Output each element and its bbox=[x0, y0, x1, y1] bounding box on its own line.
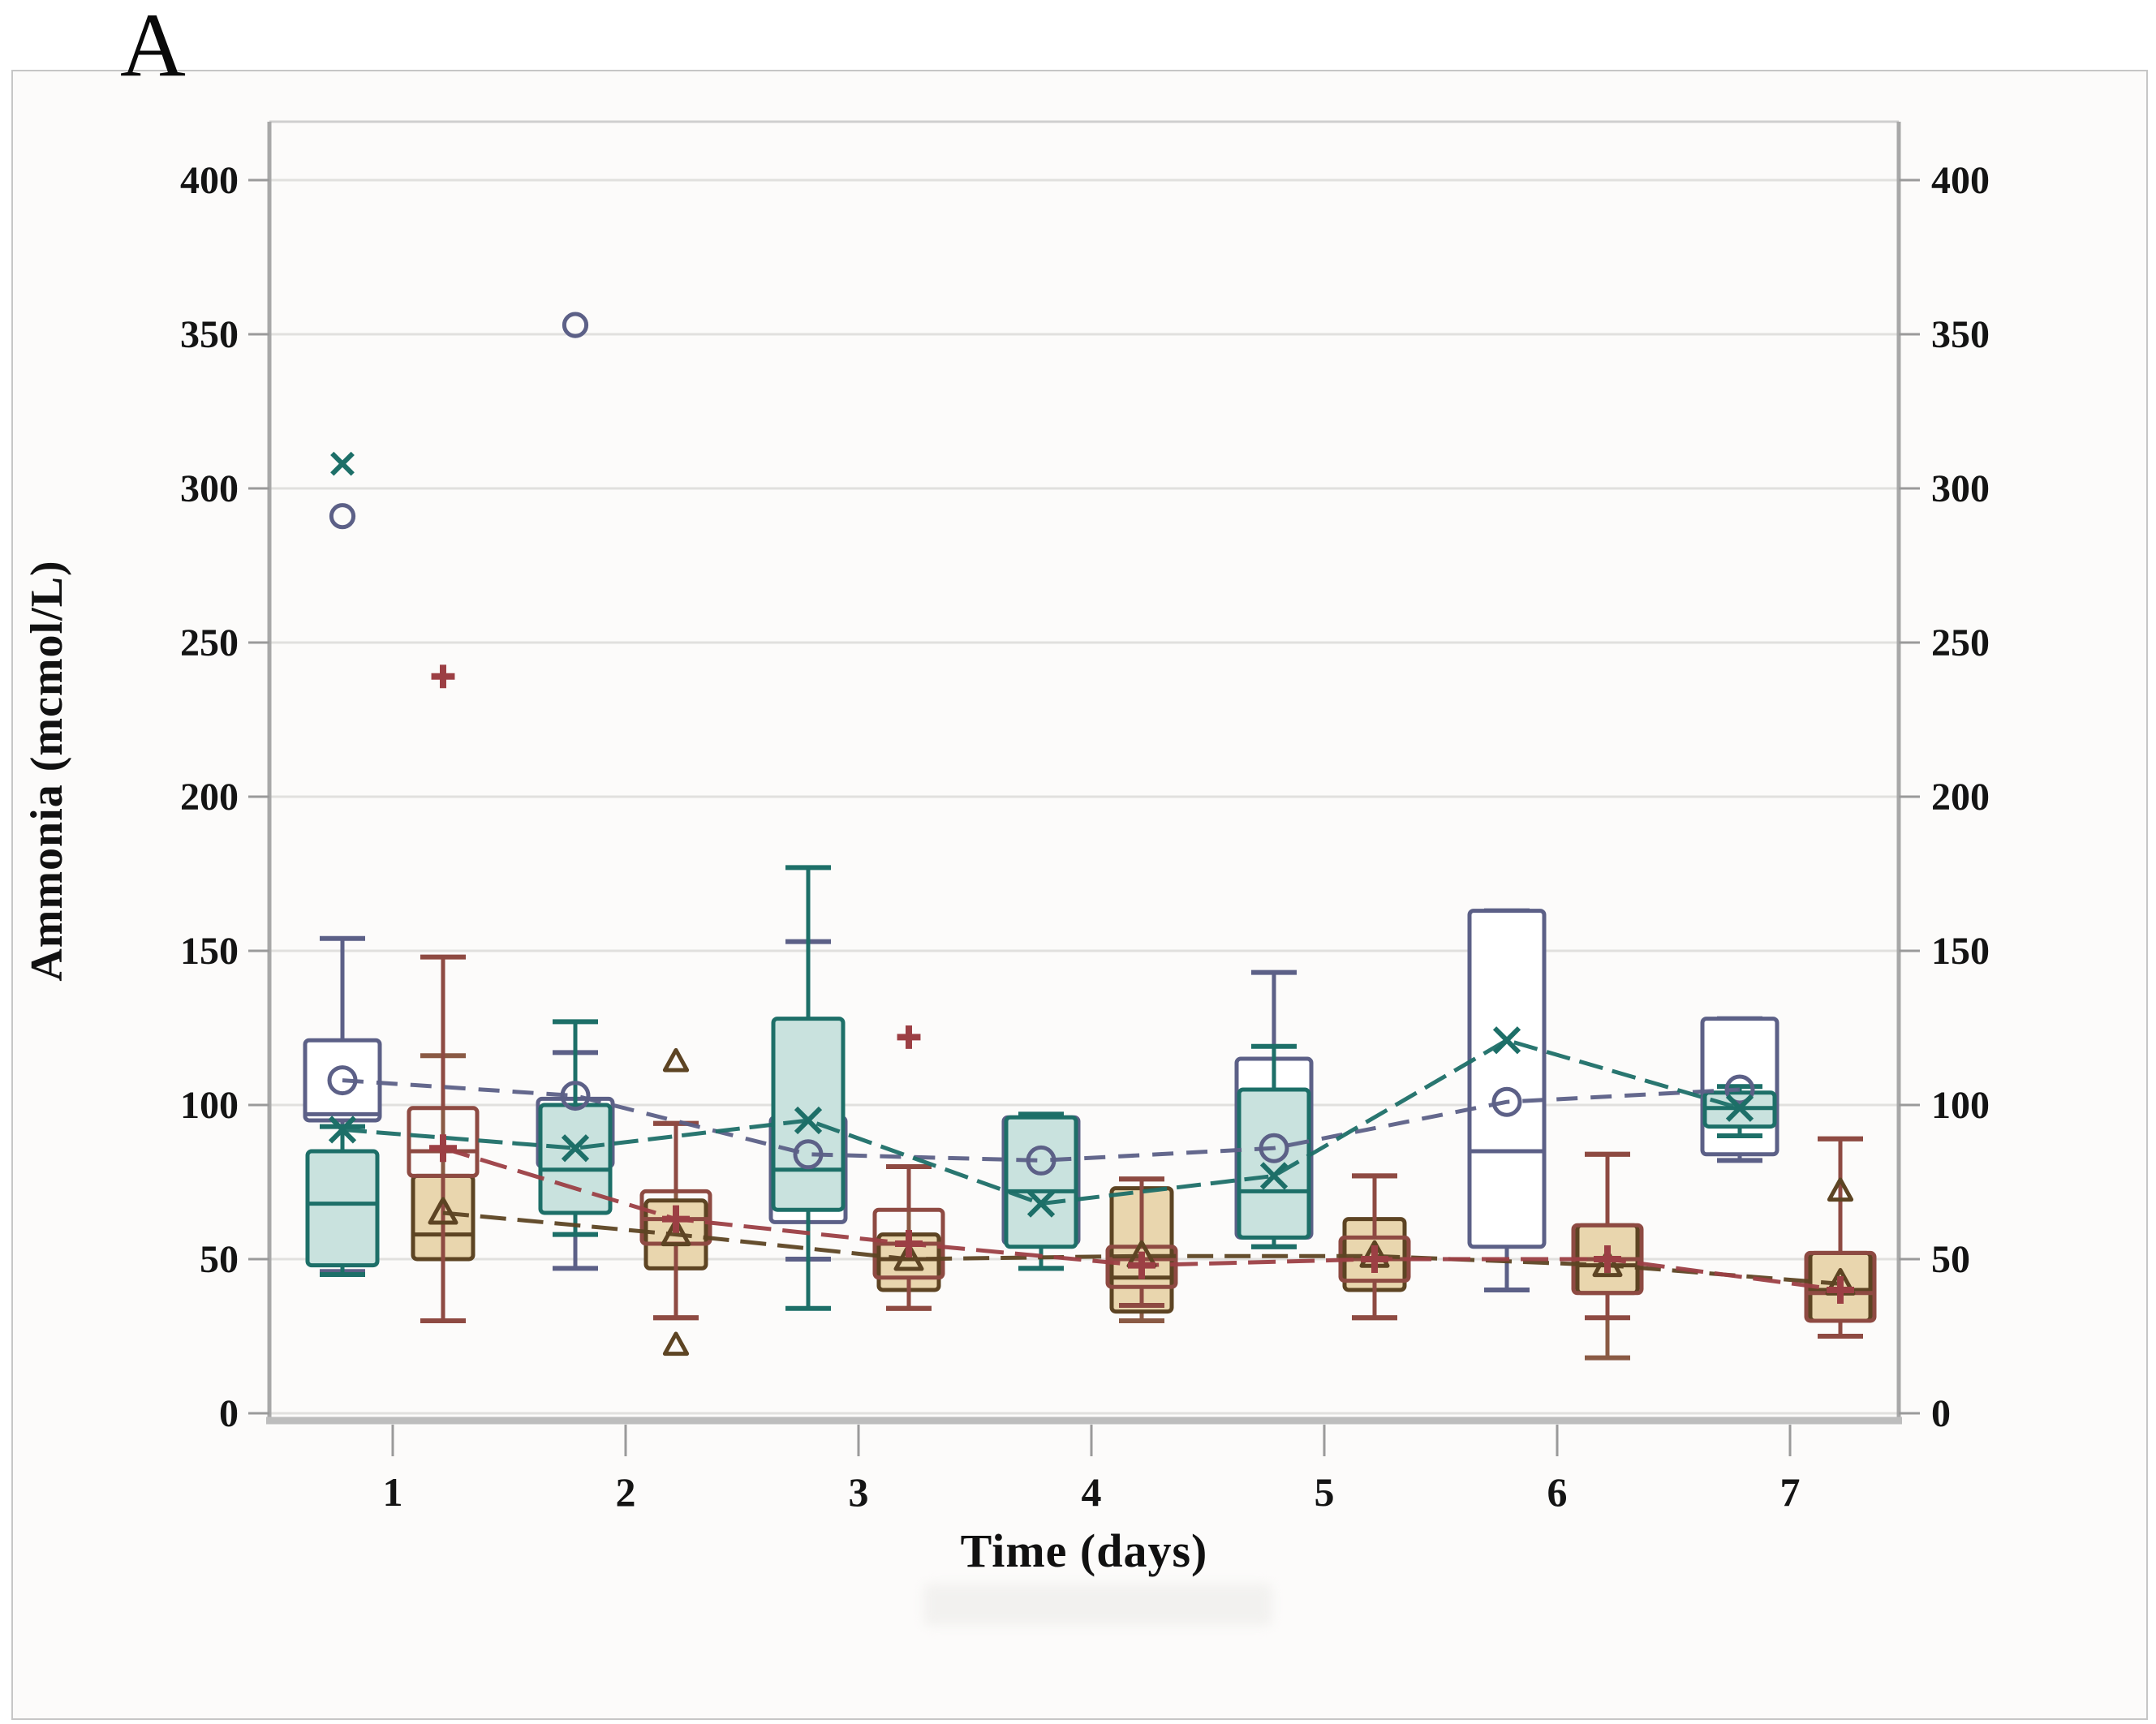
y-tick-label: 300 bbox=[180, 467, 239, 510]
group1-circle-mean-marker bbox=[1026, 1145, 1056, 1176]
group2-x-mean-marker bbox=[561, 1134, 590, 1163]
group1-circle-mean-marker bbox=[327, 1065, 358, 1096]
group1-circle-mean-marker bbox=[1259, 1133, 1289, 1163]
y-tick-label: 200 bbox=[180, 776, 239, 819]
faded-legend-smudge bbox=[923, 1584, 1272, 1626]
group2-x-box bbox=[305, 1149, 380, 1268]
group2-x-mean-marker bbox=[1492, 1026, 1521, 1055]
x-tick-label: 5 bbox=[1315, 1469, 1335, 1515]
y-tick-label-right: 300 bbox=[1931, 467, 1990, 510]
group2-x-outlier-marker bbox=[330, 451, 355, 476]
group1-circle-mean-line bbox=[342, 1078, 1741, 1163]
group2-x-box bbox=[1237, 1087, 1311, 1240]
x-tick-label: 6 bbox=[1547, 1469, 1568, 1515]
group2-x-mean-marker bbox=[1725, 1094, 1754, 1122]
group1-circle-outlier-marker bbox=[329, 503, 356, 530]
group2-x-box bbox=[538, 1103, 613, 1215]
y-tick-label-right: 400 bbox=[1931, 159, 1990, 202]
x-tick-label: 2 bbox=[616, 1469, 636, 1515]
group1-circle-mean-marker bbox=[1491, 1086, 1522, 1117]
group4-triangle-mean-marker bbox=[893, 1243, 924, 1271]
group1-circle-outlier-marker bbox=[562, 312, 589, 338]
y-tick-label-right: 0 bbox=[1931, 1392, 1951, 1435]
group4-triangle-outlier-marker bbox=[662, 1331, 690, 1356]
y-tick-label: 250 bbox=[180, 621, 239, 664]
y-tick-label-right: 200 bbox=[1931, 776, 1990, 819]
x-tick-label: 3 bbox=[849, 1469, 869, 1515]
y-tick-label-right: 250 bbox=[1931, 621, 1990, 664]
group1-circle-mean-marker bbox=[793, 1139, 824, 1170]
group4-triangle-mean-marker bbox=[1592, 1249, 1623, 1278]
figure-frame bbox=[11, 70, 2148, 1720]
group2-x-box bbox=[1004, 1115, 1078, 1249]
x-tick-label: 1 bbox=[383, 1469, 403, 1515]
y-tick-label-right: 150 bbox=[1931, 930, 1990, 973]
x-axis-title: Time (days) bbox=[960, 1524, 1208, 1577]
group2-x-box bbox=[771, 1017, 846, 1212]
group2-x-mean-marker bbox=[794, 1106, 823, 1135]
y-tick-label: 400 bbox=[180, 159, 239, 202]
group4-triangle-mean-marker bbox=[661, 1219, 691, 1247]
group4-triangle-outlier-marker bbox=[1827, 1177, 1854, 1202]
group3-plus-box bbox=[1105, 1245, 1178, 1289]
y-tick-label-right: 50 bbox=[1931, 1238, 1970, 1281]
group1-circle-mean-marker bbox=[1724, 1074, 1755, 1105]
x-tick-label: 4 bbox=[1082, 1469, 1102, 1515]
y-tick-label: 50 bbox=[200, 1238, 239, 1281]
group4-triangle-outlier-marker bbox=[662, 1047, 690, 1073]
y-tick-label-right: 100 bbox=[1931, 1084, 1990, 1127]
y-tick-label: 350 bbox=[180, 313, 239, 356]
y-tick-label-right: 350 bbox=[1931, 313, 1990, 356]
group1-circle-box bbox=[1467, 909, 1547, 1249]
group2-x-mean-marker bbox=[1259, 1162, 1289, 1190]
y-tick-label: 150 bbox=[180, 930, 239, 973]
x-tick-label: 7 bbox=[1780, 1469, 1801, 1515]
y-tick-label: 100 bbox=[180, 1084, 239, 1127]
panel-label: A bbox=[120, 0, 186, 96]
group4-triangle-mean-marker bbox=[428, 1197, 458, 1225]
group1-circle-mean-marker bbox=[560, 1081, 591, 1111]
group3-plus-box bbox=[407, 1106, 480, 1178]
group2-x-mean-marker bbox=[328, 1116, 357, 1144]
y-tick-label: 0 bbox=[219, 1392, 239, 1435]
group2-x-mean-marker bbox=[1026, 1189, 1056, 1218]
